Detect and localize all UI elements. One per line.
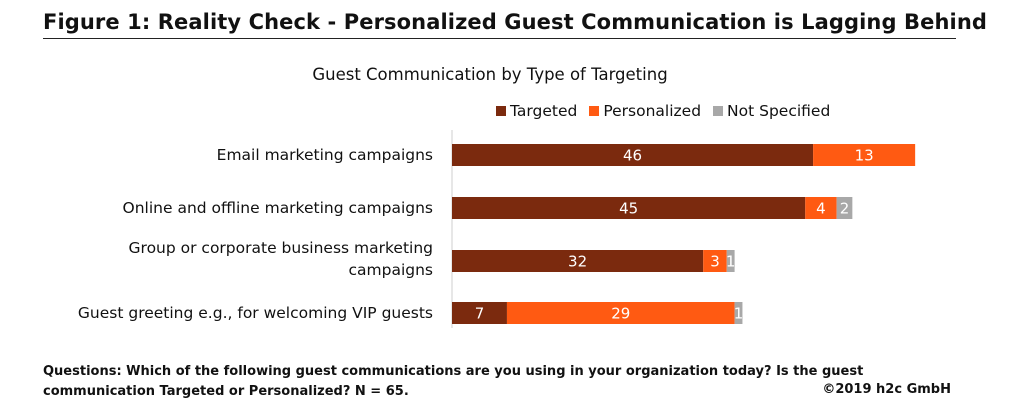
title-rule [43,38,956,39]
bar-targeted-3 [452,302,507,324]
legend-label-targeted: Targeted [510,102,578,120]
data-label-not-specified-3: 1 [734,305,744,323]
data-label-targeted-1: 45 [619,200,638,218]
footer-question: Questions: Which of the following guest … [43,364,864,399]
data-label-targeted-0: 46 [623,147,642,165]
figure-title: Figure 1: Reality Check - Personalized G… [43,10,987,34]
category-label-group-corporate: Group or corporate business marketing ca… [128,239,433,279]
bar-targeted-2 [452,250,704,272]
legend-label-not-specified: Not Specified [727,102,831,120]
legend-swatch-targeted [496,106,506,116]
legend-item-targeted: Targeted [496,102,577,120]
bar-personalized-1 [805,197,837,219]
legend-swatch-not-specified [713,106,724,116]
bar-targeted-1 [452,197,806,219]
legend-swatch-personalized [589,106,600,116]
bar-not-specified-1 [836,197,853,219]
data-label-not-specified-2: 1 [726,253,736,271]
data-label-not-specified-1: 2 [840,200,850,218]
bar-personalized-3 [506,302,735,324]
data-label-personalized-3: 29 [611,305,630,323]
data-label-personalized-1: 4 [816,200,826,218]
bar-personalized-2 [703,250,727,272]
data-label-personalized-2: 3 [710,253,720,271]
bar-not-specified-2 [726,250,735,272]
legend: Targeted Personalized Not Specified [496,102,842,120]
category-label-guest-greeting: Guest greeting e.g., for welcoming VIP g… [77,304,433,322]
bar-not-specified-3 [734,302,743,324]
category-label-online-offline: Online and offline marketing campaigns [122,199,433,217]
data-label-targeted-3: 7 [475,305,485,323]
legend-item-not-specified: Not Specified [713,102,830,120]
bar-personalized-0 [813,144,916,166]
category-label-email: Email marketing campaigns [216,146,433,164]
legend-label-personalized: Personalized [603,102,702,120]
data-label-targeted-2: 32 [568,253,587,271]
chart-title: Guest Communication by Type of Targeting [312,65,668,84]
legend-item-personalized: Personalized [589,102,701,120]
bar-targeted-0 [452,144,814,166]
footer-copyright: ©2019 h2c GmbH [822,382,951,397]
data-label-personalized-0: 13 [855,147,874,165]
